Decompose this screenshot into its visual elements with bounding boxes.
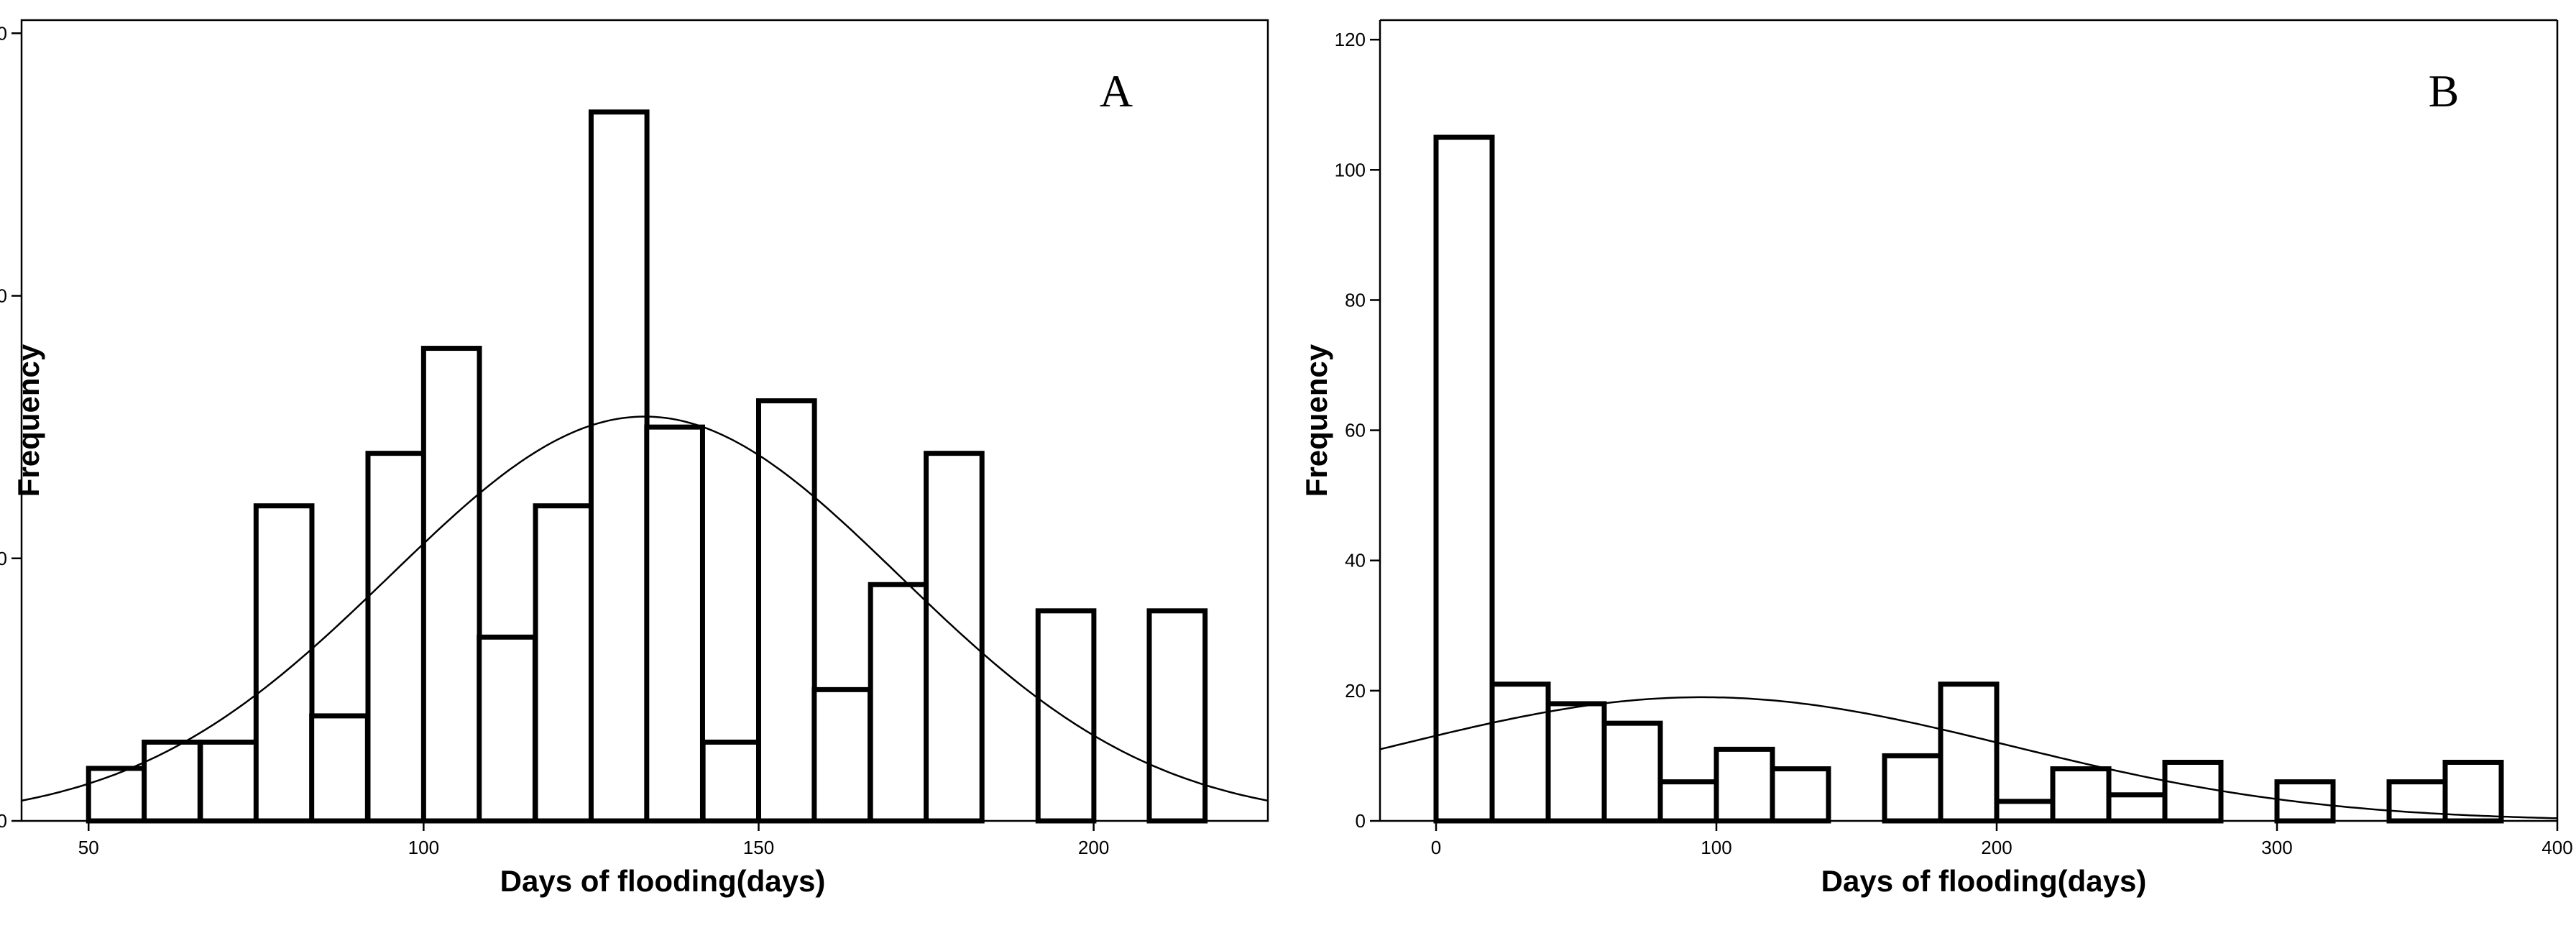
histogram-bar [533, 503, 594, 824]
x-tick-label: 100 [408, 837, 439, 858]
y-tick-label: 100 [1335, 159, 1366, 180]
y-tick-label: 60 [1345, 420, 1366, 441]
x-tick-label: 400 [2542, 837, 2572, 858]
histogram-bar [1433, 134, 1495, 824]
histogram-bar [2386, 779, 2448, 824]
histogram-bar [644, 424, 705, 824]
histogram-bar [1035, 608, 1097, 824]
y-tick-label: 10 [0, 548, 7, 569]
histogram-bar [1770, 766, 1831, 824]
y-tick-label: 80 [1345, 289, 1366, 311]
histogram-bar [1714, 746, 1775, 824]
x-axis-title: Days of flooding(days) [500, 864, 826, 898]
histogram-bar [588, 109, 650, 824]
histogram-bar [309, 713, 370, 824]
x-tick-label: 50 [78, 837, 99, 858]
x-tick-label: 0 [1431, 837, 1441, 858]
y-tick-label: 40 [1345, 550, 1366, 571]
histogram-bar [1601, 720, 1663, 824]
histogram-bar [755, 398, 817, 824]
panel-label: A [1100, 65, 1133, 116]
y-tick-label: 20 [1345, 680, 1366, 702]
histogram-bar [2106, 792, 2168, 824]
y-tick-label: 120 [1335, 29, 1366, 50]
normal-curve [1379, 696, 2558, 819]
x-tick-label: 200 [1981, 837, 2012, 858]
histogram-bar [1882, 753, 1944, 824]
histogram-bar [2274, 779, 2336, 824]
histogram-bar [2162, 759, 2224, 824]
histogram-bar [477, 634, 538, 824]
histogram-bar [811, 686, 873, 824]
histogram-bar [198, 739, 259, 824]
x-axis-title: Days of flooding(days) [1821, 864, 2147, 898]
histogram-bar [700, 739, 762, 824]
histogram-bar [142, 739, 203, 824]
y-tick-label: 30 [0, 22, 7, 44]
histogram-bar [1994, 799, 2056, 824]
y-tick-label: 0 [1356, 810, 1366, 832]
y-tick-label: 0 [0, 810, 7, 832]
panel-b: 0 20 40 60 80 100 120 0 100 200 300 400 Days of floo… [1300, 19, 2573, 898]
histogram-bar [924, 451, 985, 824]
histogram-bar [1657, 779, 1719, 824]
y-tick-label: 20 [0, 285, 7, 307]
histogram-bar [1489, 681, 1551, 824]
x-tick-label: 300 [2261, 837, 2292, 858]
y-axis-title: Frequency [12, 344, 45, 497]
panel-label: B [2429, 65, 2460, 116]
panel-a: 0 10 20 30 50 100 150 200 Days of flooding(days)… [0, 19, 1269, 898]
histogram-bar [365, 451, 427, 824]
histogram-bar [1938, 681, 2000, 824]
x-tick-label: 150 [743, 837, 774, 858]
y-axis-title: Frequency [1300, 344, 1333, 497]
histogram-bar [86, 766, 147, 824]
x-tick-label: 100 [1701, 837, 1731, 858]
histogram-bar [1146, 608, 1208, 824]
histogram-bar [1545, 701, 1607, 824]
histogram-bar [420, 346, 482, 824]
x-tick-label: 200 [1078, 837, 1109, 858]
normal-curve [21, 415, 1269, 802]
histogram-bar [2442, 759, 2504, 824]
histogram-bar [868, 582, 929, 824]
histogram-bar [253, 503, 315, 824]
histogram-bar [2050, 766, 2112, 824]
